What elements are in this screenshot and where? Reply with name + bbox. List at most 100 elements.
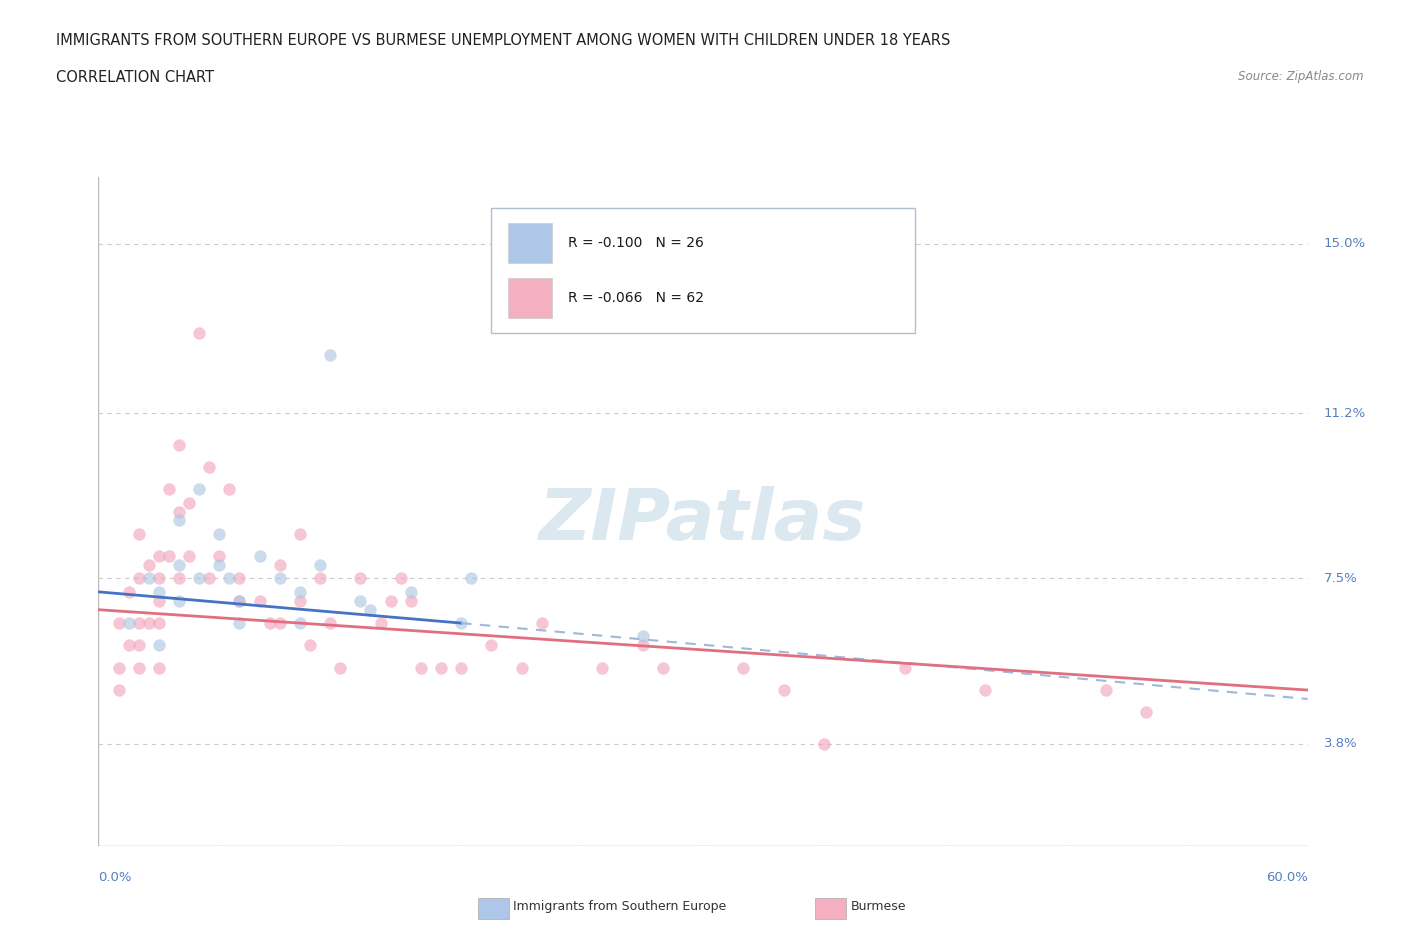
- Point: [269, 571, 291, 586]
- Point: [409, 660, 432, 675]
- Point: [309, 571, 332, 586]
- Point: [188, 571, 211, 586]
- Text: IMMIGRANTS FROM SOUTHERN EUROPE VS BURMESE UNEMPLOYMENT AMONG WOMEN WITH CHILDRE: IMMIGRANTS FROM SOUTHERN EUROPE VS BURME…: [56, 33, 950, 47]
- Point: [167, 513, 190, 528]
- Point: [259, 616, 281, 631]
- Point: [188, 326, 211, 340]
- Point: [360, 603, 382, 618]
- Point: [370, 616, 392, 631]
- Point: [177, 495, 201, 510]
- FancyBboxPatch shape: [508, 223, 551, 263]
- Point: [118, 638, 141, 653]
- Point: [450, 660, 472, 675]
- Point: [389, 571, 412, 586]
- Text: CORRELATION CHART: CORRELATION CHART: [56, 70, 214, 85]
- Point: [1095, 683, 1118, 698]
- Point: [218, 571, 240, 586]
- Text: 11.2%: 11.2%: [1323, 406, 1367, 419]
- Point: [813, 737, 835, 751]
- Point: [228, 571, 250, 586]
- Point: [288, 616, 311, 631]
- Point: [349, 593, 371, 608]
- Point: [228, 593, 250, 608]
- Point: [208, 526, 231, 541]
- Point: [430, 660, 453, 675]
- Point: [198, 459, 221, 474]
- Text: 15.0%: 15.0%: [1323, 237, 1365, 250]
- Point: [138, 558, 160, 573]
- Point: [167, 437, 190, 452]
- Point: [772, 683, 794, 698]
- Point: [1135, 705, 1157, 720]
- Point: [319, 348, 342, 363]
- Point: [288, 584, 311, 599]
- Point: [510, 660, 533, 675]
- Point: [107, 683, 129, 698]
- FancyBboxPatch shape: [492, 208, 915, 333]
- Point: [309, 558, 332, 573]
- Point: [249, 593, 271, 608]
- Point: [128, 526, 150, 541]
- Point: [288, 593, 311, 608]
- Point: [530, 616, 553, 631]
- Point: [399, 584, 422, 599]
- Point: [349, 571, 371, 586]
- Point: [893, 660, 915, 675]
- Point: [157, 482, 180, 497]
- Point: [177, 549, 201, 564]
- FancyBboxPatch shape: [508, 278, 551, 318]
- Point: [148, 549, 170, 564]
- Point: [329, 660, 352, 675]
- Point: [128, 571, 150, 586]
- Point: [118, 584, 141, 599]
- Point: [228, 593, 250, 608]
- Point: [167, 571, 190, 586]
- Point: [269, 616, 291, 631]
- Point: [188, 482, 211, 497]
- Point: [148, 571, 170, 586]
- Point: [118, 616, 141, 631]
- Text: Immigrants from Southern Europe: Immigrants from Southern Europe: [513, 900, 727, 913]
- Point: [167, 504, 190, 519]
- Point: [157, 549, 180, 564]
- Point: [148, 616, 170, 631]
- Point: [631, 638, 654, 653]
- Point: [299, 638, 322, 653]
- Point: [128, 616, 150, 631]
- Point: [319, 616, 342, 631]
- Point: [208, 558, 231, 573]
- Point: [460, 571, 482, 586]
- Point: [148, 593, 170, 608]
- Point: [198, 571, 221, 586]
- Point: [733, 660, 755, 675]
- Text: Source: ZipAtlas.com: Source: ZipAtlas.com: [1239, 70, 1364, 83]
- Text: R = -0.100   N = 26: R = -0.100 N = 26: [568, 236, 704, 250]
- Text: R = -0.066   N = 62: R = -0.066 N = 62: [568, 291, 704, 305]
- Point: [148, 638, 170, 653]
- Point: [208, 549, 231, 564]
- Point: [128, 660, 150, 675]
- Point: [631, 629, 654, 644]
- Point: [399, 593, 422, 608]
- Text: 7.5%: 7.5%: [1323, 572, 1357, 585]
- Point: [148, 584, 170, 599]
- Point: [288, 526, 311, 541]
- Point: [228, 616, 250, 631]
- Point: [481, 638, 503, 653]
- Point: [591, 660, 613, 675]
- Point: [167, 558, 190, 573]
- Point: [107, 616, 129, 631]
- Point: [148, 660, 170, 675]
- Point: [107, 660, 129, 675]
- Point: [167, 593, 190, 608]
- Point: [218, 482, 240, 497]
- Text: 0.0%: 0.0%: [98, 870, 132, 883]
- Point: [138, 571, 160, 586]
- Point: [138, 616, 160, 631]
- Text: ZIPatlas: ZIPatlas: [540, 486, 866, 555]
- Point: [128, 638, 150, 653]
- Point: [974, 683, 997, 698]
- Point: [249, 549, 271, 564]
- Point: [450, 616, 472, 631]
- Text: Burmese: Burmese: [851, 900, 905, 913]
